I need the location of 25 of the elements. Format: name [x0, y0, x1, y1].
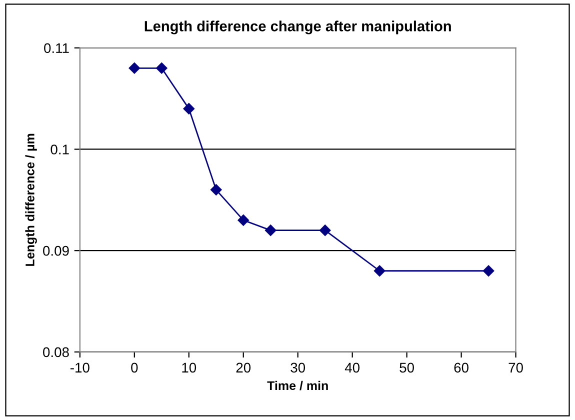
- point: [319, 224, 331, 236]
- x-tick-label: 70: [508, 362, 523, 373]
- y-axis-title: Length difference / µm: [25, 134, 37, 266]
- x-tick-label: -10: [70, 362, 90, 373]
- x-tick-label: 50: [400, 362, 414, 373]
- y-tick-label: 0.08: [43, 347, 69, 358]
- y-tick-label: 0.09: [43, 246, 69, 256]
- point: [265, 224, 276, 236]
- x-tick-label: 60: [454, 362, 468, 373]
- chart-title: Length difference change after manipulation: [144, 20, 451, 34]
- point: [482, 265, 494, 276]
- x-tick-label: 20: [236, 362, 251, 373]
- point: [210, 184, 222, 196]
- point: [128, 62, 140, 74]
- y-tick-label: 0.11: [44, 43, 69, 54]
- y-tick-label: 0.1: [50, 144, 69, 154]
- x-tick-label: 10: [182, 362, 196, 373]
- point: [374, 265, 386, 276]
- point: [238, 214, 249, 226]
- x-tick-label: 0: [131, 362, 138, 373]
- point: [156, 62, 168, 74]
- x-tick-label: 40: [344, 362, 360, 373]
- point: [183, 103, 194, 114]
- x-tick-label: 30: [290, 362, 306, 373]
- x-axis-title: Time / min: [267, 380, 328, 390]
